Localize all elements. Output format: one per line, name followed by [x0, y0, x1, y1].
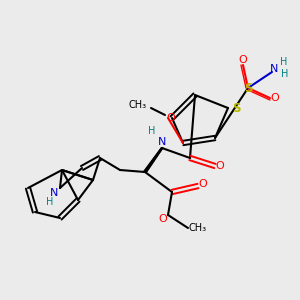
Text: H: H [280, 57, 288, 67]
Text: H: H [46, 197, 54, 207]
Text: N: N [270, 64, 278, 74]
Text: O: O [216, 161, 224, 171]
Text: O: O [167, 113, 176, 123]
Text: H: H [281, 69, 289, 79]
Text: S: S [232, 101, 240, 115]
Text: N: N [158, 137, 166, 147]
Text: O: O [238, 55, 247, 65]
Text: N: N [50, 188, 58, 198]
Text: O: O [271, 93, 279, 103]
Text: O: O [159, 214, 167, 224]
Text: O: O [199, 179, 207, 189]
Text: S: S [244, 82, 252, 94]
Text: CH₃: CH₃ [189, 223, 207, 233]
Text: CH₃: CH₃ [129, 100, 147, 110]
Text: H: H [148, 126, 156, 136]
